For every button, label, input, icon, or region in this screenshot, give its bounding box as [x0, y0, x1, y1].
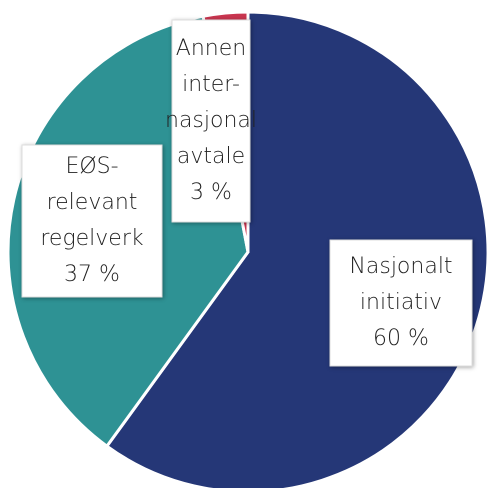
category-label: avtale: [177, 144, 245, 169]
category-label: initiativ: [360, 290, 442, 315]
value-label: 37 %: [64, 262, 120, 287]
value-label: 60 %: [373, 326, 429, 351]
label-box: [21, 144, 163, 298]
category-label: nasjonal: [165, 108, 257, 133]
category-label: inter-: [182, 72, 240, 97]
pie-slice: [104, 10, 488, 488]
category-label: Annen: [176, 36, 246, 61]
category-label: EØS-: [65, 154, 118, 179]
category-label: Nasjonalt: [349, 254, 452, 279]
category-label: regelverk: [40, 226, 144, 251]
label-box: [329, 239, 473, 367]
label-box: [171, 19, 251, 223]
value-label: 3 %: [190, 180, 232, 205]
category-label: relevant: [47, 190, 138, 215]
